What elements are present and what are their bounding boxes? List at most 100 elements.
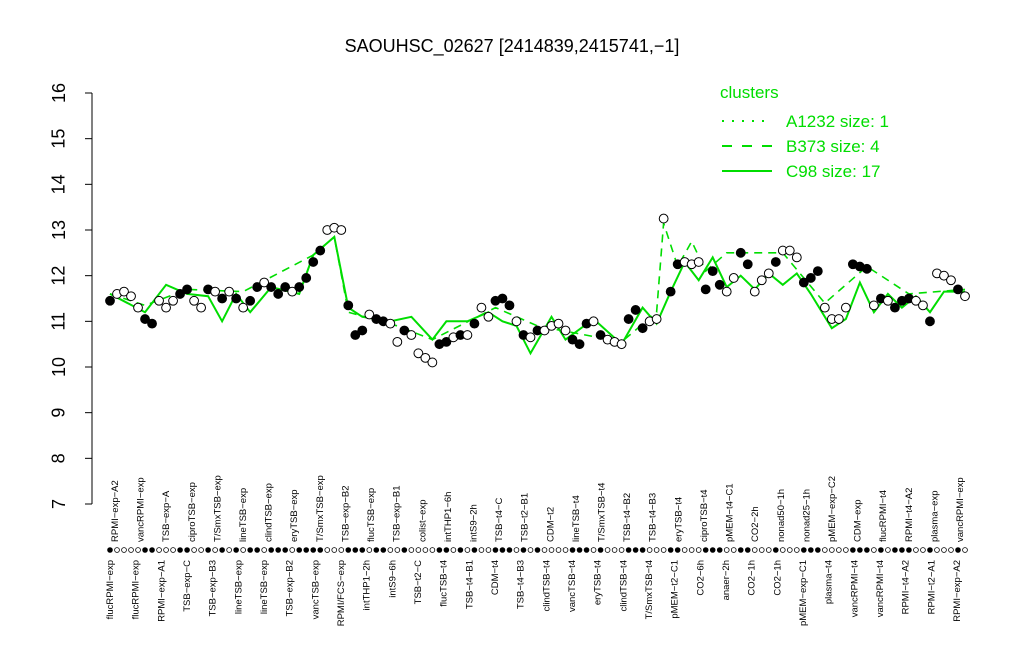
x-label-top: ciproTSB−exp — [187, 482, 198, 542]
data-point — [462, 330, 473, 340]
y-tick-label: 10 — [49, 357, 69, 377]
sample-marker — [618, 547, 625, 553]
sample-marker — [485, 547, 492, 553]
data-point — [224, 286, 235, 297]
data-point — [925, 316, 935, 327]
data-point — [890, 302, 900, 313]
data-point — [700, 284, 711, 295]
data-point — [868, 300, 879, 311]
sample-marker — [394, 547, 401, 553]
data-point — [497, 293, 508, 304]
data-point — [476, 302, 487, 313]
x-label-bottom: RPMI−t2−A1 — [926, 560, 937, 614]
x-label-bottom: intTHP1−2h — [362, 560, 373, 610]
sample-marker — [240, 547, 246, 553]
sample-marker — [317, 547, 324, 553]
sample-marker — [709, 547, 716, 553]
y-tick-label: 16 — [49, 83, 69, 103]
sample-marker — [247, 547, 253, 553]
sample-marker — [156, 547, 162, 553]
sample-marker — [962, 547, 968, 553]
sample-marker — [107, 547, 113, 553]
sample-marker — [310, 547, 317, 553]
sample-marker — [345, 547, 352, 553]
data-point — [231, 293, 242, 304]
y-tick-label: 8 — [49, 453, 69, 463]
sample-marker — [836, 547, 842, 553]
data-points — [105, 213, 970, 368]
sample-marker — [331, 547, 338, 553]
sample-marker — [751, 547, 758, 553]
x-label-top: nonad25−1h — [801, 489, 812, 542]
sample-marker — [205, 547, 211, 553]
data-point — [791, 252, 802, 263]
sample-marker — [885, 547, 891, 553]
sample-marker — [471, 547, 478, 553]
data-point — [630, 305, 641, 315]
data-point — [525, 332, 536, 343]
x-label-bottom: CO2−1h — [772, 560, 783, 596]
x-label-bottom: TSB−t2−C — [413, 560, 424, 604]
sample-marker — [801, 547, 807, 553]
x-label-bottom: clindTSB−t4 — [618, 560, 629, 612]
data-point — [252, 282, 263, 292]
sample-marker — [555, 547, 562, 553]
sample-marker — [667, 547, 674, 553]
data-point — [637, 323, 648, 334]
x-label-top: colist−exp — [417, 499, 428, 542]
sample-marker — [702, 547, 709, 553]
sample-marker — [934, 547, 940, 553]
x-label-bottom: T/SmxTSB−t4 — [644, 560, 655, 619]
data-point — [385, 318, 396, 329]
data-point — [147, 318, 157, 329]
sample-marker — [948, 547, 954, 553]
data-point — [196, 302, 207, 313]
data-point — [658, 213, 669, 224]
sample-marker — [716, 547, 723, 553]
data-point — [504, 300, 515, 311]
x-label-top: TSB−t4−B2 — [622, 493, 633, 542]
x-label-bottom: lineTSB−exp — [233, 560, 244, 614]
sample-marker — [254, 547, 260, 553]
sample-marker — [765, 547, 772, 553]
sample-marker — [401, 547, 408, 553]
data-point — [273, 289, 284, 299]
sample-marker — [737, 547, 744, 553]
x-label-top: eryTSB−exp — [289, 489, 300, 542]
data-point — [840, 302, 851, 313]
legend-entry-a1232: A1232 size: 1 — [786, 112, 889, 131]
data-point — [105, 295, 115, 306]
sample-marker — [674, 547, 681, 553]
x-label-bottom: TSB−t4−B1 — [464, 560, 475, 609]
x-label-top: T/SmxTSB−exp — [212, 475, 223, 542]
data-point — [469, 318, 480, 329]
sample-marker — [191, 547, 197, 553]
y-tick-label: 15 — [49, 129, 69, 149]
x-label-top: T/SmxTSB−exp — [315, 475, 326, 542]
x-label-top: lineTSB−exp — [238, 488, 249, 542]
sample-marker — [492, 547, 499, 553]
x-label-top: CDM−t2 — [545, 507, 556, 542]
sample-marker — [681, 547, 688, 553]
x-label-top: TSB−t4−C — [494, 498, 505, 542]
sample-marker — [121, 547, 127, 553]
sample-marker — [135, 547, 141, 553]
data-point — [756, 275, 767, 286]
data-point — [245, 295, 256, 306]
data-point — [133, 302, 143, 313]
x-label-top: vancRPMI−exp — [955, 477, 966, 542]
sample-marker — [170, 547, 176, 553]
data-point — [511, 316, 522, 327]
sample-marker — [226, 547, 232, 553]
data-point — [616, 339, 627, 350]
sample-marker — [843, 547, 849, 553]
x-axis-labels: RPMI−exp−A2 vancRPMI−exp TSB−exp−A ciproTSB… — [105, 475, 968, 626]
data-point — [427, 357, 438, 368]
sample-marker — [604, 547, 611, 553]
x-label-bottom: anaer−2h — [721, 560, 732, 600]
x-label-top: intS9−2h — [468, 504, 479, 542]
sample-marker — [822, 547, 828, 553]
sample-marker — [541, 547, 548, 553]
sample-marker — [373, 547, 380, 553]
sample-marker — [198, 547, 204, 553]
